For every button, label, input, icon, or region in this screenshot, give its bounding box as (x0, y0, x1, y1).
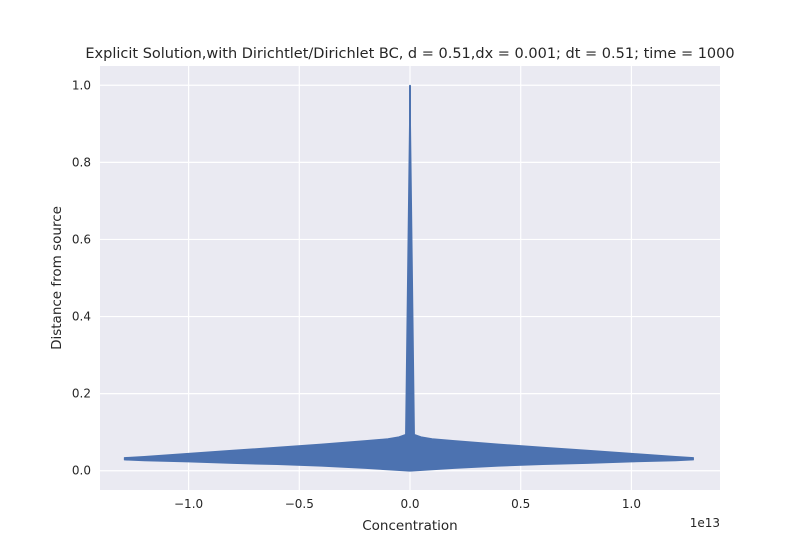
y-tick-label: 0.2 (72, 387, 91, 401)
y-tick-label: 0.0 (72, 464, 91, 478)
x-axis-label: Concentration (362, 518, 458, 534)
tick-labels: −1.0 −0.5 0.0 0.5 1.0 0.0 0.2 0.4 0.6 0.8 1.0 (72, 78, 641, 511)
series-layer (123, 84, 694, 472)
y-tick-label: 0.4 (72, 310, 91, 324)
chart-title: Explicit Solution,with Dirichtlet/Dirich… (85, 46, 734, 62)
x-offset-label: 1e13 (690, 516, 720, 530)
y-tick-label: 1.0 (72, 78, 91, 92)
series-envelope-area (123, 84, 694, 472)
x-tick-label: 0.5 (511, 497, 530, 511)
x-tick-label: 1.0 (622, 497, 641, 511)
y-tick-label: 0.8 (72, 155, 91, 169)
y-axis-label: Distance from source (49, 206, 65, 350)
x-tick-label: −0.5 (285, 497, 314, 511)
y-tick-label: 0.6 (72, 232, 91, 246)
x-tick-label: −1.0 (174, 497, 203, 511)
x-tick-label: 0.0 (400, 497, 419, 511)
